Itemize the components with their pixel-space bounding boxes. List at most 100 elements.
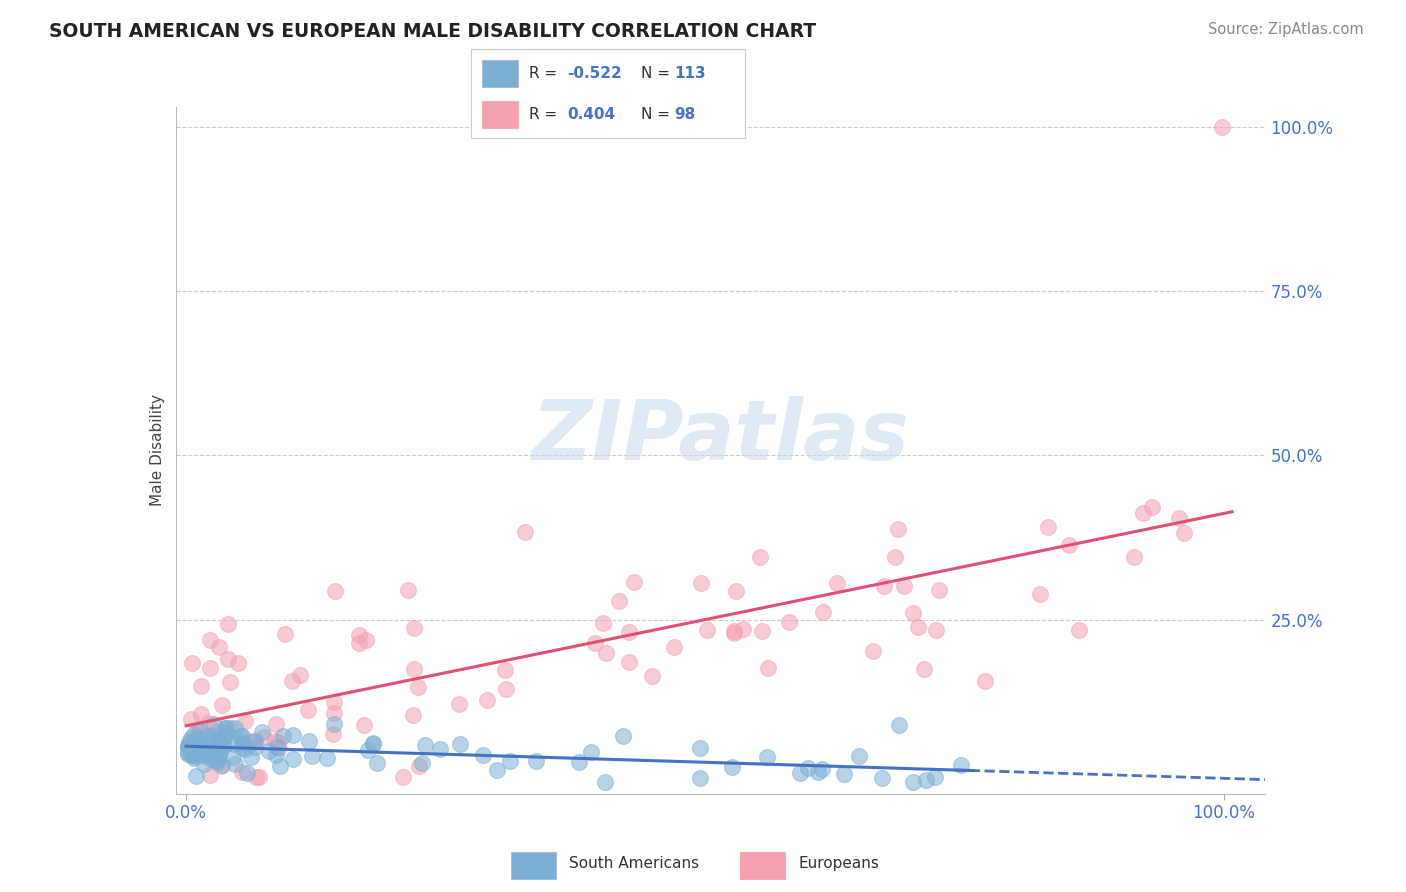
Point bbox=[208, 640, 231, 655]
Point bbox=[662, 640, 685, 654]
Point bbox=[243, 733, 266, 747]
Point bbox=[212, 739, 235, 753]
Point bbox=[181, 733, 204, 747]
Point bbox=[499, 754, 522, 768]
Point bbox=[354, 633, 377, 648]
Point bbox=[245, 734, 267, 748]
Point bbox=[402, 708, 425, 723]
Point bbox=[825, 576, 848, 591]
Point bbox=[1211, 120, 1233, 134]
Point bbox=[187, 722, 209, 736]
Point bbox=[239, 750, 262, 764]
Point bbox=[322, 717, 344, 731]
Text: -0.522: -0.522 bbox=[567, 66, 621, 80]
Point bbox=[180, 747, 202, 762]
Point bbox=[207, 750, 229, 764]
Point bbox=[205, 755, 228, 769]
Point bbox=[731, 622, 754, 636]
Point bbox=[177, 739, 200, 753]
Point bbox=[194, 749, 217, 764]
Point bbox=[177, 746, 200, 760]
Point bbox=[406, 680, 429, 694]
Point bbox=[725, 584, 748, 599]
Point bbox=[274, 626, 297, 640]
Point bbox=[233, 742, 256, 756]
Point bbox=[347, 636, 370, 650]
Point bbox=[224, 737, 246, 751]
Point bbox=[361, 738, 384, 752]
Point bbox=[177, 739, 200, 753]
Point bbox=[247, 771, 270, 785]
Point bbox=[187, 747, 209, 761]
Point bbox=[641, 669, 664, 683]
Bar bbox=[510, 852, 555, 879]
Point bbox=[200, 733, 222, 747]
Point bbox=[848, 749, 870, 764]
Point bbox=[349, 627, 371, 641]
Point bbox=[903, 775, 925, 789]
Point bbox=[366, 756, 388, 771]
Point bbox=[595, 775, 617, 789]
Point bbox=[494, 663, 516, 677]
Point bbox=[402, 662, 425, 676]
Point bbox=[238, 733, 260, 747]
Text: South Americans: South Americans bbox=[569, 855, 699, 871]
Point bbox=[472, 747, 495, 762]
Point bbox=[696, 623, 718, 637]
Point bbox=[915, 772, 938, 787]
Point bbox=[928, 582, 950, 597]
Point bbox=[188, 723, 211, 738]
Point bbox=[186, 747, 208, 761]
Point bbox=[901, 606, 924, 620]
Bar bbox=[740, 852, 785, 879]
Point bbox=[257, 744, 280, 758]
Point bbox=[198, 660, 221, 674]
Point bbox=[202, 743, 225, 757]
Point bbox=[177, 747, 200, 761]
Point bbox=[391, 771, 413, 785]
Point bbox=[208, 745, 231, 759]
Point bbox=[612, 730, 634, 744]
Point bbox=[253, 731, 276, 745]
Point bbox=[1067, 624, 1090, 638]
Point bbox=[267, 741, 290, 756]
Point bbox=[266, 740, 288, 755]
Point bbox=[231, 729, 253, 743]
Point bbox=[889, 718, 911, 732]
Bar bbox=[482, 60, 517, 87]
Point bbox=[298, 734, 321, 748]
Point bbox=[200, 731, 222, 746]
Point bbox=[211, 730, 233, 744]
Point bbox=[264, 716, 287, 731]
Point bbox=[811, 605, 834, 619]
Point bbox=[281, 673, 304, 688]
Point bbox=[404, 621, 426, 635]
Text: SOUTH AMERICAN VS EUROPEAN MALE DISABILITY CORRELATION CHART: SOUTH AMERICAN VS EUROPEAN MALE DISABILI… bbox=[49, 22, 817, 41]
Point bbox=[201, 741, 224, 756]
Point bbox=[315, 751, 337, 765]
Point bbox=[202, 717, 225, 731]
Point bbox=[322, 727, 344, 741]
Point bbox=[623, 574, 645, 589]
Point bbox=[264, 748, 287, 763]
Point bbox=[281, 728, 304, 742]
Point bbox=[211, 698, 233, 713]
Point bbox=[873, 579, 896, 593]
Point bbox=[215, 721, 238, 735]
Point bbox=[184, 769, 207, 783]
Point bbox=[1029, 587, 1052, 601]
Point bbox=[749, 550, 772, 565]
Point bbox=[778, 615, 800, 630]
Point bbox=[689, 771, 711, 785]
Text: 98: 98 bbox=[673, 107, 695, 121]
Point bbox=[201, 729, 224, 743]
Point bbox=[180, 738, 202, 752]
Point bbox=[195, 729, 218, 743]
Point bbox=[187, 739, 209, 754]
Point bbox=[872, 771, 894, 785]
Point bbox=[323, 583, 346, 598]
Point bbox=[183, 750, 205, 764]
Point bbox=[204, 753, 226, 767]
Point bbox=[567, 755, 589, 769]
Point bbox=[217, 652, 239, 666]
